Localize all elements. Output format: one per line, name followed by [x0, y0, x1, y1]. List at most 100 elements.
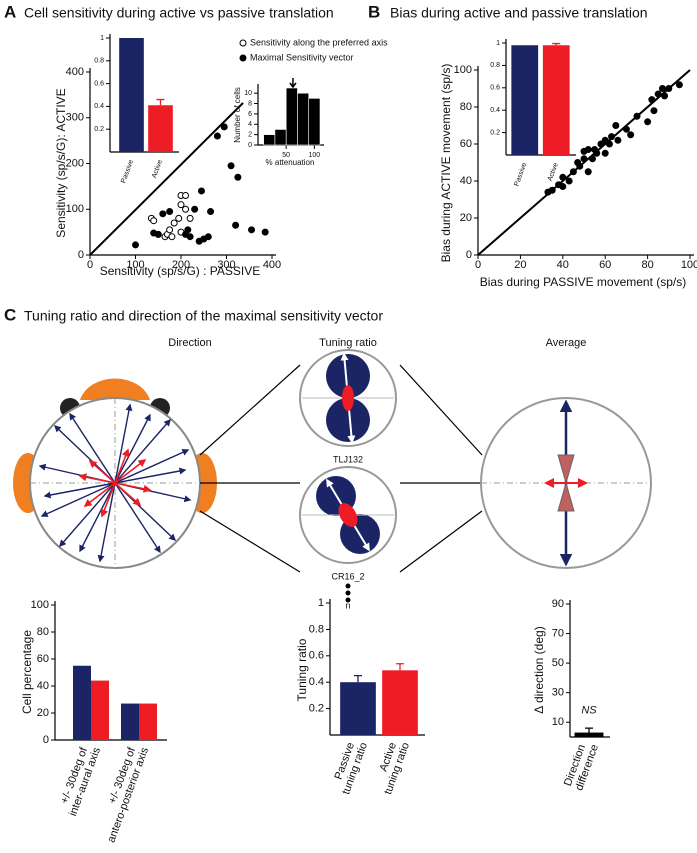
y-tick-label: 4 — [248, 121, 252, 128]
bar — [119, 38, 144, 152]
tuning-diagram — [342, 385, 354, 411]
x-tick-label: 300 — [217, 259, 235, 271]
subtitle: Direction — [168, 337, 211, 349]
point — [168, 233, 176, 241]
point — [601, 149, 609, 157]
x-tick-label: 40 — [557, 259, 569, 271]
y-tick-label: 90 — [552, 598, 564, 610]
point — [232, 221, 240, 229]
connector — [199, 510, 301, 573]
x-tick-label: 0 — [475, 259, 481, 271]
point — [559, 173, 567, 181]
tuning-diagram — [326, 354, 370, 398]
y-tick-label: 50 — [552, 657, 564, 669]
point — [150, 217, 158, 225]
point — [576, 162, 584, 170]
y-tick-label: 2 — [248, 131, 252, 138]
connector — [399, 364, 483, 456]
point — [654, 90, 662, 98]
y-tick-label: 30 — [552, 687, 564, 699]
bar — [263, 134, 276, 146]
bar — [511, 45, 539, 155]
y-tick-label: 70 — [552, 627, 564, 639]
panel-title: Cell sensitivity during active vs passiv… — [24, 5, 334, 21]
x-tick-label: 100 — [681, 259, 697, 271]
legend-label: Sensitivity along the preferred axis — [250, 37, 388, 47]
x-tick-label: 400 — [263, 259, 281, 271]
y-tick-label: 0.2 — [309, 703, 324, 715]
point — [159, 210, 167, 218]
head-diagram — [80, 378, 150, 400]
tuning-diagram — [326, 398, 370, 442]
head-diagram — [114, 403, 133, 484]
head-diagram — [114, 418, 171, 484]
point — [184, 226, 192, 234]
mean-arrow — [289, 78, 297, 89]
x-tick-label: Passive — [120, 159, 135, 185]
y-tick-label: 20 — [37, 707, 49, 719]
ellipsis-dots — [345, 583, 351, 603]
y-axis-label: Number of cells — [233, 87, 242, 143]
cell-label: CR16_2 — [331, 571, 364, 581]
point — [166, 226, 174, 234]
head-diagram — [97, 482, 116, 563]
head-diagram — [100, 482, 116, 518]
point — [633, 112, 641, 120]
unity-line — [477, 69, 691, 256]
y-axis-label: Δ direction (deg) — [532, 626, 546, 713]
y-tick-label: 0.4 — [490, 107, 500, 114]
y-tick-label: 0 — [43, 734, 49, 746]
x-tick-label: 50 — [282, 152, 290, 159]
head-diagram — [13, 378, 217, 569]
panel-label: B — [368, 2, 380, 21]
y-tick-label: 0.2 — [490, 129, 500, 136]
point — [207, 208, 215, 216]
bar — [285, 87, 298, 146]
y-tick-label: 40 — [460, 175, 472, 187]
error-bar — [354, 674, 362, 683]
error-bar — [585, 727, 593, 733]
y-tick-label: 0 — [78, 249, 84, 261]
x-tick-label: 100 — [309, 152, 321, 159]
point — [565, 177, 573, 185]
y-axis-label: Cell percentage — [20, 630, 34, 714]
y-tick-label: 200 — [66, 157, 84, 169]
annotation: NS — [581, 704, 597, 716]
point — [648, 96, 656, 104]
bar — [91, 680, 109, 740]
bar — [274, 129, 287, 146]
point — [608, 133, 616, 141]
head-diagram — [114, 482, 152, 493]
panel-label: C — [4, 305, 16, 324]
y-tick-label: 0 — [466, 249, 472, 261]
bar — [297, 92, 310, 146]
x-tick-label: Active — [151, 159, 164, 179]
y-tick-label: 100 — [66, 203, 84, 215]
average-diagram — [480, 397, 652, 569]
point — [220, 123, 228, 131]
y-tick-label: 100 — [31, 599, 49, 611]
legend-marker — [239, 54, 247, 62]
point — [191, 205, 199, 213]
head-diagram — [88, 459, 116, 484]
y-tick-label: 60 — [37, 653, 49, 665]
bar — [574, 732, 604, 737]
head-diagram — [114, 448, 130, 484]
y-tick-label: 0.8 — [490, 62, 500, 69]
legend-marker — [239, 39, 247, 47]
head-diagram — [79, 482, 116, 553]
subtitle: Tuning ratio — [319, 337, 377, 349]
y-tick-label: 1 — [496, 40, 500, 47]
subtitle: Average — [546, 337, 587, 349]
y-axis-label: Tuning ratio — [295, 638, 309, 701]
point — [627, 131, 635, 139]
bar — [139, 703, 157, 740]
head-diagram — [38, 403, 192, 563]
point — [675, 81, 683, 89]
point — [200, 235, 208, 243]
connector — [199, 364, 483, 573]
point — [597, 140, 605, 148]
y-tick-label: 20 — [460, 212, 472, 224]
panel-label: A — [4, 2, 16, 21]
